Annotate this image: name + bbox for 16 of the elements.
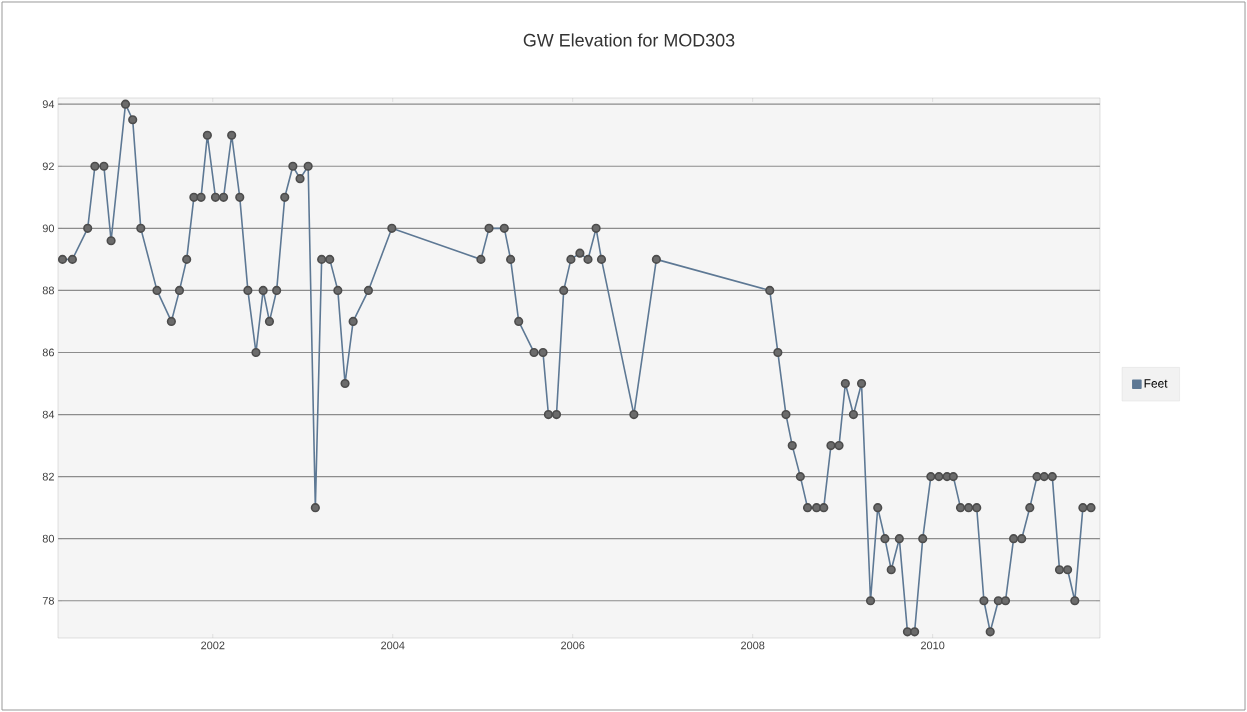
x-tick-label: 2008 (741, 641, 765, 650)
x-tick-label: 2002 (201, 641, 225, 650)
y-tick-label: 88 (42, 286, 54, 295)
y-tick-label: 80 (42, 534, 55, 543)
y-tick-label: 92 (42, 162, 54, 171)
y-tick-label: 84 (42, 410, 55, 419)
y-tick-label: 86 (42, 348, 54, 357)
y-tick-label: 90 (42, 224, 55, 233)
chart-title: GW Elevation for MOD303 (523, 33, 735, 47)
x-tick-label: 2004 (381, 641, 405, 650)
y-tick-label: 78 (42, 596, 54, 605)
x-tick-label: 2006 (561, 641, 585, 650)
y-tick-label: 82 (42, 472, 54, 481)
y-tick-label: 94 (42, 100, 55, 109)
legend-label: Feet (1144, 379, 1168, 388)
x-tick-label: 2010 (920, 641, 945, 650)
